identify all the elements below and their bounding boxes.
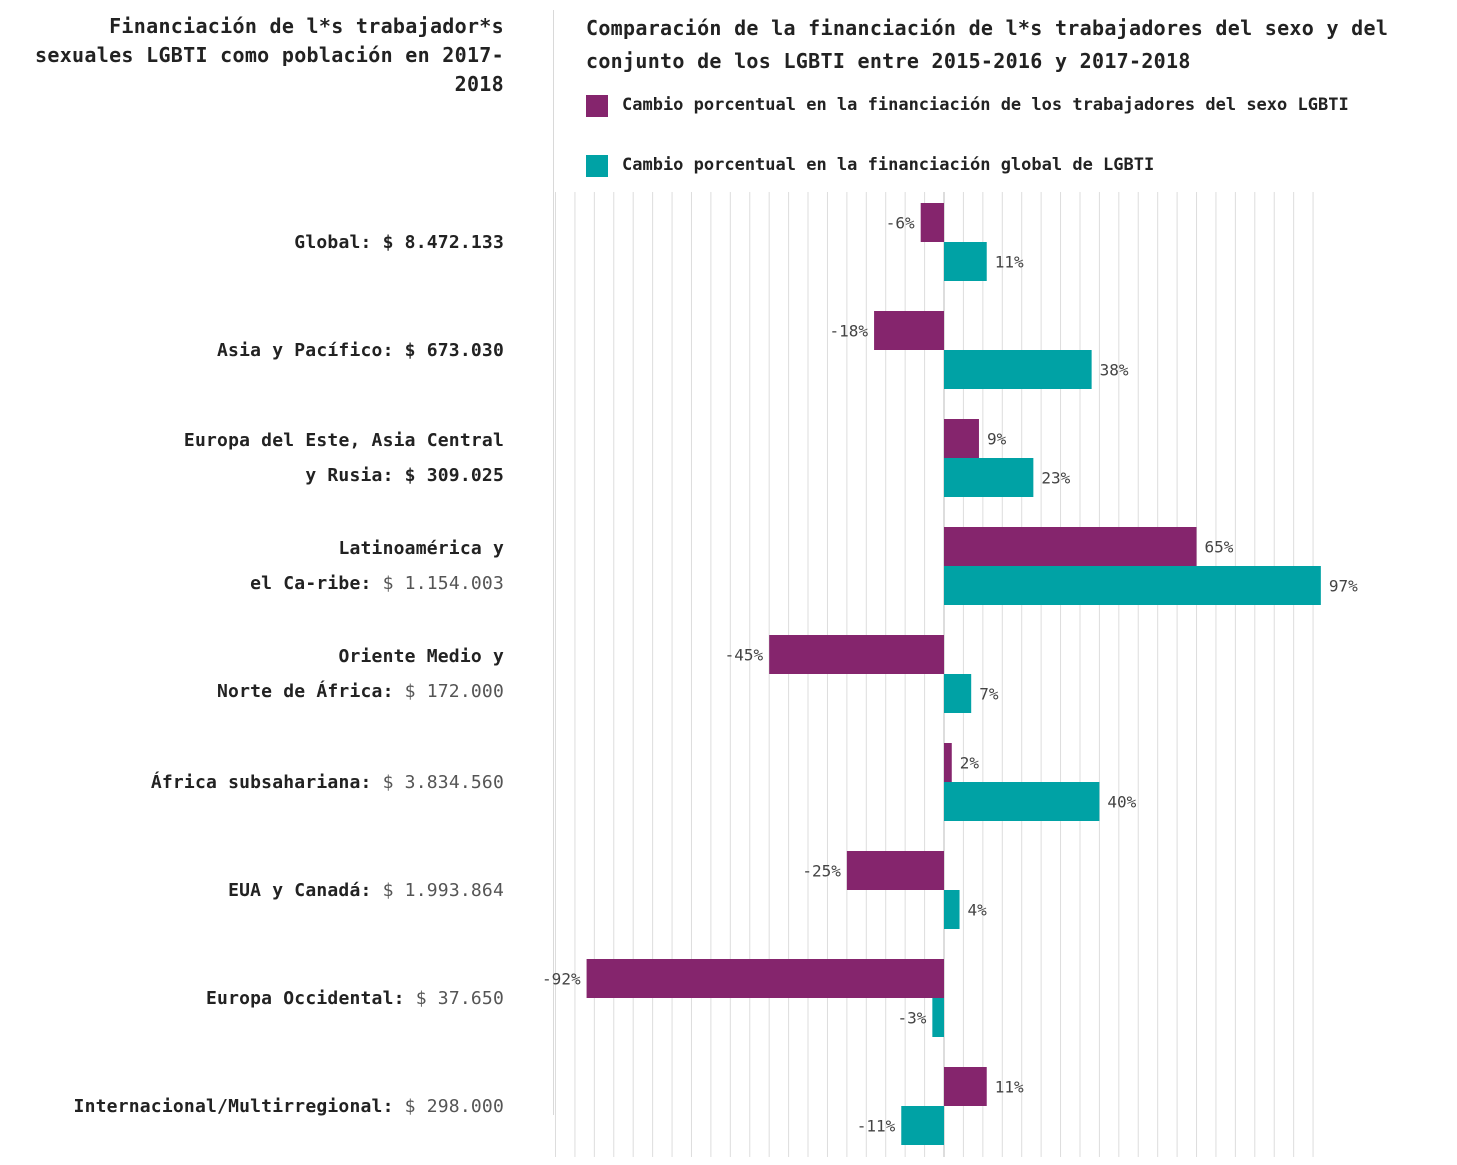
- value-label-global: 38%: [1100, 361, 1129, 380]
- value-label-global: -11%: [857, 1117, 896, 1136]
- bar-sex-work: [586, 959, 944, 998]
- region-name: Internacional/Multirregional:: [73, 1096, 405, 1117]
- bar-global: [944, 890, 960, 929]
- funding-amount: $ 673.030: [404, 340, 504, 361]
- bar-global: [944, 458, 1034, 497]
- region-line: y Rusia: $ 309.025: [8, 458, 504, 493]
- region-line: Norte de África: $ 172.000: [8, 674, 504, 709]
- bar-global: [944, 674, 972, 713]
- legend-swatch-sex-work: [586, 95, 608, 117]
- column-divider: [553, 10, 554, 1115]
- region-name: el Ca-ribe:: [250, 573, 383, 594]
- region-name: Europa Occidental:: [206, 988, 416, 1009]
- region-label: Europa Occidental: $ 37.650: [8, 981, 504, 1016]
- value-label-sex-work: 11%: [995, 1078, 1024, 1097]
- region-name: Global:: [294, 232, 383, 253]
- region-label: EUA y Canadá: $ 1.993.864: [8, 873, 504, 908]
- region-name-line1: Oriente Medio y: [338, 646, 504, 667]
- funding-amount: $ 8.472.133: [382, 232, 504, 253]
- bar-sex-work: [944, 1067, 987, 1106]
- chart-title: Comparación de la financiación de l*s tr…: [586, 16, 1389, 73]
- value-label-sex-work: -45%: [725, 646, 764, 665]
- value-label-global: 40%: [1107, 793, 1136, 812]
- bar-global: [944, 350, 1092, 389]
- bar-global: [944, 242, 987, 281]
- bar-sex-work: [944, 419, 979, 458]
- legend: Cambio porcentual en la financiación de …: [586, 93, 1366, 118]
- value-label-global: 11%: [995, 253, 1024, 272]
- region-line: África subsahariana: $ 3.834.560: [8, 765, 504, 800]
- region-label: Europa del Este, Asia Central y Rusia: $ …: [8, 423, 504, 493]
- value-label-sex-work: 9%: [987, 430, 1007, 449]
- funding-amount: $ 3.834.560: [382, 772, 504, 793]
- bar-sex-work: [920, 203, 944, 242]
- bar-sex-work: [769, 635, 944, 674]
- region-label: Internacional/Multirregional: $ 298.000: [8, 1089, 504, 1124]
- bar-sex-work: [846, 851, 944, 890]
- region-name-line1: Europa del Este, Asia Central: [183, 430, 504, 451]
- funding-amount: $ 309.025: [404, 465, 504, 486]
- bar-global: [901, 1106, 944, 1145]
- bar-global: [944, 782, 1100, 821]
- funding-amount: $ 298.000: [404, 1096, 504, 1117]
- value-label-global: 97%: [1329, 577, 1358, 596]
- region-name: EUA y Canadá:: [228, 880, 383, 901]
- legend-second: Cambio porcentual en la financiación glo…: [586, 153, 1366, 178]
- region-label: Global: $ 8.472.133: [8, 225, 504, 260]
- value-label-sex-work: -25%: [802, 862, 841, 881]
- legend-label-sex-work: Cambio porcentual en la financiación de …: [622, 95, 1349, 115]
- region-name: Norte de África:: [217, 681, 405, 702]
- value-label-sex-work: -6%: [886, 214, 915, 233]
- bar-sex-work: [874, 311, 944, 350]
- bar-global: [944, 566, 1321, 605]
- bar-sex-work: [944, 527, 1197, 566]
- funding-amount: $ 172.000: [404, 681, 504, 702]
- value-label-global: 4%: [968, 901, 988, 920]
- value-label-sex-work: -18%: [830, 322, 869, 341]
- value-label-global: 23%: [1041, 469, 1070, 488]
- region-name: África subsahariana:: [150, 772, 383, 793]
- region-label: África subsahariana: $ 3.834.560: [8, 765, 504, 800]
- region-line: Internacional/Multirregional: $ 298.000: [8, 1089, 504, 1124]
- funding-amount: $ 1.993.864: [382, 880, 504, 901]
- value-label-global: 7%: [979, 685, 999, 704]
- region-label: Oriente Medio y Norte de África: $ 172.00…: [8, 639, 504, 709]
- region-line: Global: $ 8.472.133: [8, 225, 504, 260]
- region-name: y Rusia:: [305, 465, 405, 486]
- funding-amount: $ 1.154.003: [382, 573, 504, 594]
- region-line: Asia y Pacífico: $ 673.030: [8, 333, 504, 368]
- value-labels: -6% 11% -18% 38% 9% 23% 65% 97% -45% 7% 2% 40% -25% 4…: [542, 214, 1358, 1136]
- region-label: Latinoamérica y el Ca-ribe: $ 1.154.003: [8, 531, 504, 601]
- bar-global: [932, 998, 944, 1037]
- legend-item-sex-work: Cambio porcentual en la financiación de …: [586, 93, 1366, 118]
- legend-label-global: Cambio porcentual en la financiación glo…: [622, 155, 1155, 175]
- region-name-line1: Latinoamérica y: [338, 538, 504, 559]
- value-label-sex-work: 2%: [960, 754, 980, 773]
- region-line: el Ca-ribe: $ 1.154.003: [8, 566, 504, 601]
- region-label: Asia y Pacífico: $ 673.030: [8, 333, 504, 368]
- region-line: EUA y Canadá: $ 1.993.864: [8, 873, 504, 908]
- funding-amount: $ 37.650: [415, 988, 504, 1009]
- value-label-sex-work: -92%: [542, 970, 581, 989]
- legend-item-global: Cambio porcentual en la financiación glo…: [586, 153, 1366, 178]
- legend-swatch-global: [586, 155, 608, 177]
- bars: [586, 203, 1321, 1145]
- value-label-global: -3%: [897, 1009, 926, 1028]
- region-name: Asia y Pacífico:: [217, 340, 405, 361]
- region-line: Europa Occidental: $ 37.650: [8, 981, 504, 1016]
- left-title: Financiación de l*s trabajador*s sexuale…: [35, 14, 504, 96]
- bar-sex-work: [944, 743, 952, 782]
- value-label-sex-work: 65%: [1205, 538, 1234, 557]
